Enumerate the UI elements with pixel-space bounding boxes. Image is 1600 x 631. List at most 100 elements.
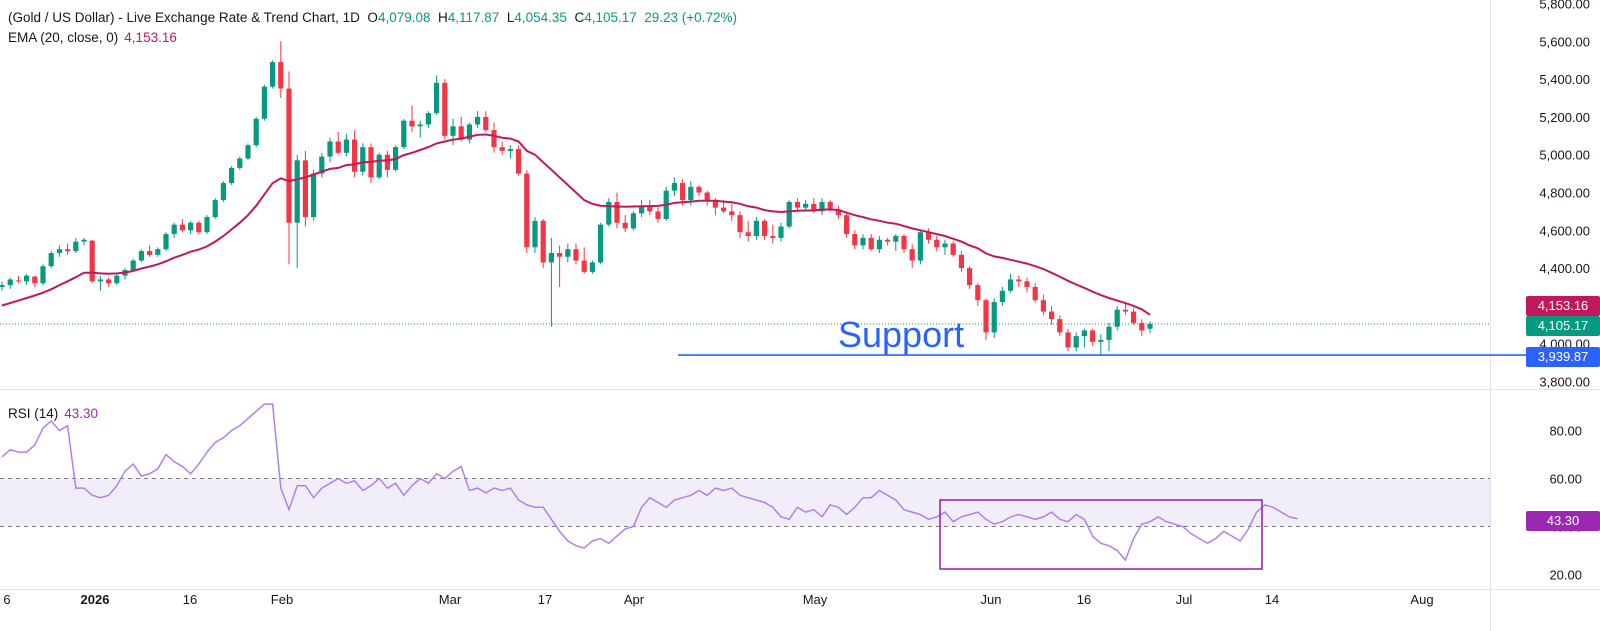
rsi-legend[interactable]: RSI (14) 43.30 <box>8 406 98 421</box>
price-tick-label: 3,800.00 <box>1539 375 1590 390</box>
rsi-band-fill <box>0 478 1490 527</box>
candle-body <box>524 173 530 248</box>
support-price-tag: 3,939.87 <box>1526 347 1600 367</box>
candle-body <box>581 260 587 272</box>
candle-body <box>548 252 554 263</box>
candle-body <box>327 141 333 157</box>
close-value: 4,105.17 <box>584 10 637 25</box>
candle-body <box>1147 323 1153 329</box>
candle-body <box>73 241 79 252</box>
candle-body <box>245 145 251 159</box>
candle-body <box>302 160 308 218</box>
candle-body <box>458 126 464 140</box>
low-value: 4,054.35 <box>514 10 567 25</box>
candle-body <box>179 224 185 231</box>
price-tick-label: 4,800.00 <box>1539 186 1590 201</box>
candle-body <box>860 237 866 246</box>
time-tick-label: Apr <box>624 592 645 607</box>
candle-body <box>40 266 46 284</box>
candle-body <box>138 251 144 261</box>
candle-body <box>24 275 30 282</box>
rsi-value-tag: 43.30 <box>1526 511 1600 531</box>
candle-body <box>565 249 571 257</box>
candle-body <box>753 220 759 236</box>
candle-body <box>409 120 415 127</box>
candle-body <box>311 173 317 218</box>
candle-body <box>1008 279 1014 291</box>
candle-body <box>1131 311 1137 323</box>
time-tick-label: 14 <box>1265 592 1279 607</box>
candle-body <box>114 275 120 284</box>
candle-body <box>999 290 1005 303</box>
rsi-highlight-box <box>939 499 1263 570</box>
candle-body <box>384 154 390 170</box>
time-tick-label: 2026 <box>81 592 110 607</box>
candle-body <box>991 302 997 333</box>
candle-body <box>745 232 751 236</box>
candle-body <box>573 249 579 261</box>
candle-body <box>294 160 300 223</box>
candle-body <box>606 201 612 225</box>
candle-body <box>868 237 874 250</box>
candle-body <box>1073 336 1079 348</box>
high-value: 4,117.87 <box>447 10 500 25</box>
candle-body <box>630 213 636 229</box>
candle-body <box>893 235 899 242</box>
price-tick-label: 5,000.00 <box>1539 148 1590 163</box>
candle-body <box>81 239 87 242</box>
candle-body <box>811 203 817 212</box>
candle-body <box>1049 311 1055 320</box>
candle-body <box>0 285 5 287</box>
price-tick-label: 5,200.00 <box>1539 110 1590 125</box>
symbol-title[interactable]: (Gold / US Dollar) - Live Exchange Rate … <box>8 10 360 25</box>
candle-body <box>343 139 349 153</box>
rsi-tick-label: 20.00 <box>1549 568 1582 583</box>
rsi-tick-label: 60.00 <box>1549 472 1582 487</box>
candle-body <box>909 249 915 261</box>
time-tick-label: 16 <box>183 592 197 607</box>
candle-body <box>516 149 522 174</box>
candle-body <box>220 183 226 201</box>
candle-body <box>97 279 103 282</box>
candle-body <box>803 203 809 208</box>
candle-body <box>827 201 833 210</box>
candle-body <box>614 201 620 223</box>
candle-body <box>1090 330 1096 342</box>
rsi-line <box>1 403 1298 562</box>
candle-body <box>253 118 259 146</box>
rsi-legend-label: RSI (14) <box>8 406 59 421</box>
time-tick-label: 17 <box>538 592 552 607</box>
candle-body <box>721 207 727 212</box>
candle-body <box>589 262 595 272</box>
candle-body <box>1032 287 1038 301</box>
candle-body <box>212 200 218 218</box>
candle-body <box>1057 319 1063 333</box>
candle-body <box>89 240 95 282</box>
time-tick-label: Aug <box>1410 592 1433 607</box>
candle-body <box>844 215 850 235</box>
candle-body <box>762 220 768 236</box>
candle-body <box>352 139 358 172</box>
price-tick-label: 5,600.00 <box>1539 34 1590 49</box>
candle-body <box>56 249 62 253</box>
time-tick-label: 16 <box>1077 592 1091 607</box>
candle-body <box>647 205 653 212</box>
candle-body <box>975 285 981 301</box>
ema-price-tag: 4,153.16 <box>1526 296 1600 316</box>
candle-body <box>942 243 948 248</box>
candle-body <box>48 252 54 267</box>
candle-body <box>1122 309 1128 312</box>
change-value: 29.23 (+0.72%) <box>644 10 737 25</box>
support-annotation[interactable]: Support <box>838 314 965 355</box>
candle-body <box>598 224 604 263</box>
candle-body <box>1024 281 1030 287</box>
candle-body <box>852 234 858 246</box>
candle-body <box>188 222 194 231</box>
candle-body <box>15 280 21 282</box>
candle-body <box>7 279 13 286</box>
candle-body <box>425 113 431 125</box>
ema-legend[interactable]: EMA (20, close, 0) 4,153.16 <box>8 30 177 45</box>
candle-body <box>483 116 489 131</box>
price-tick-label: 4,400.00 <box>1539 261 1590 276</box>
